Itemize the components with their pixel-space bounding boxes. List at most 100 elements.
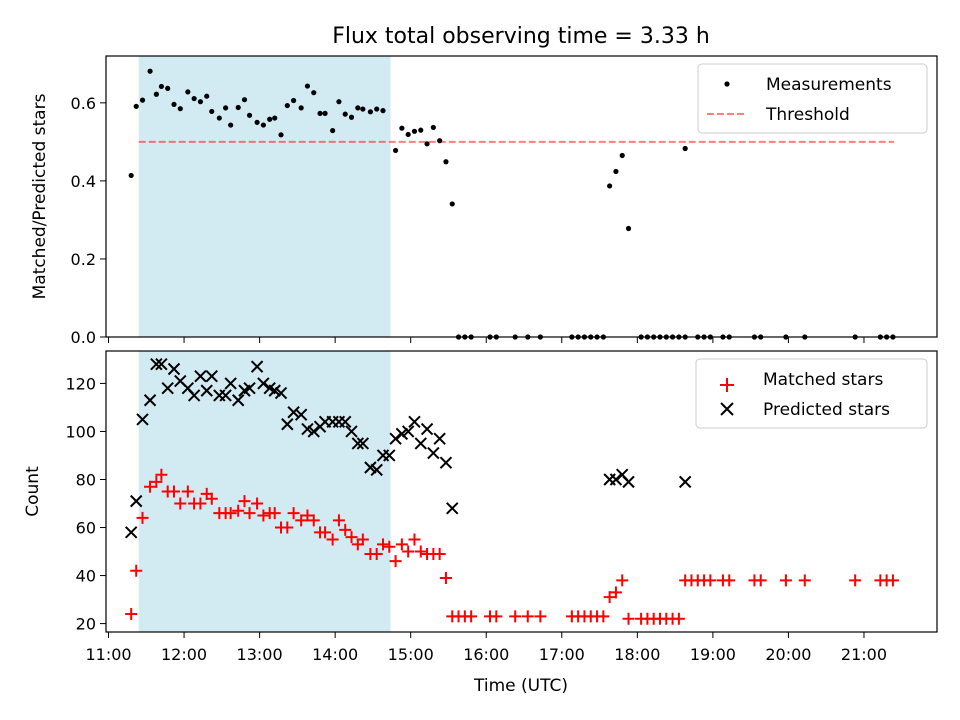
matched-star-point <box>307 514 320 527</box>
predicted-star-point <box>124 526 138 539</box>
measurement-point <box>128 172 134 179</box>
measurement-point <box>613 168 619 175</box>
legend-marker-matched <box>720 378 734 392</box>
measurement-point <box>437 138 443 144</box>
bottom-x-axis-label: Time (UTC) <box>473 676 568 696</box>
matched-star-point <box>167 485 180 498</box>
measurement-point <box>267 116 273 122</box>
matched-star-point <box>194 497 207 510</box>
measurement-point <box>133 103 139 109</box>
measurement-point <box>147 68 153 74</box>
predicted-star-point <box>439 456 453 469</box>
measurement-point <box>177 106 183 112</box>
predicted-star-point <box>150 358 163 371</box>
predicted-star-point <box>224 377 237 390</box>
bottom-y-tick-label: 80 <box>76 470 96 489</box>
top-y-tick-label: 0.6 <box>71 94 96 113</box>
matched-star-point <box>301 509 314 522</box>
bottom-x-tick-label: 18:00 <box>614 645 660 664</box>
measurement-point <box>216 115 222 121</box>
measurement-point <box>260 122 266 128</box>
predicted-star-point <box>678 475 692 489</box>
measurement-point <box>607 183 613 189</box>
predicted-star-point <box>383 449 396 462</box>
measurement-point <box>209 108 215 115</box>
legend-marker-predicted <box>720 402 734 416</box>
predicted-star-point <box>219 389 232 402</box>
measurement-point <box>298 105 304 111</box>
measurement-point <box>317 110 323 116</box>
predicted-star-point <box>167 362 181 376</box>
measurement-point <box>254 119 260 125</box>
predicted-star-point <box>130 494 143 508</box>
legend-label-threshold: Threshold <box>765 105 850 125</box>
matched-star-point <box>339 523 352 536</box>
matched-star-point <box>521 610 534 623</box>
measurement-point <box>374 106 380 112</box>
measurement-point <box>411 128 418 134</box>
predicted-star-point <box>294 408 308 421</box>
measurement-point <box>449 201 455 207</box>
measurement-point <box>284 102 290 109</box>
predicted-star-point <box>307 425 320 438</box>
matched-star-point <box>779 574 792 587</box>
predicted-star-point <box>274 386 288 400</box>
predicted-star-point <box>287 406 300 419</box>
measurement-point <box>278 132 284 138</box>
predicted-star-point <box>345 425 358 438</box>
matched-star-point <box>534 610 547 623</box>
chart-title: Flux total observing time = 3.33 h <box>332 24 710 49</box>
matched-star-point <box>268 507 281 520</box>
predicted-star-point <box>414 437 427 450</box>
predicted-star-point <box>446 502 459 515</box>
matched-star-point <box>251 497 264 510</box>
matched-star-point <box>377 538 389 551</box>
measurement-point <box>625 225 632 232</box>
predicted-star-point <box>257 377 270 390</box>
measurement-point <box>235 104 241 111</box>
predicted-star-point <box>433 432 446 445</box>
predicted-star-point <box>351 437 365 450</box>
bottom-legend-box <box>695 358 928 429</box>
top-legend-box <box>697 63 928 134</box>
predicted-star-point <box>205 370 218 383</box>
legend-label-matched: Matched stars <box>763 370 883 390</box>
bottom-x-axis: 11:00 12:00 13:00 14:00 15:00 16:00 17:00 18:00… <box>85 632 887 664</box>
measurement-point <box>204 93 210 99</box>
measurement-point <box>336 99 342 105</box>
matched-star-point <box>326 533 339 546</box>
measurement-point <box>367 109 374 115</box>
matched-star-point <box>389 555 402 568</box>
predicted-star-point <box>427 446 440 460</box>
measurement-point <box>246 112 253 118</box>
bottom-y-axis-label: Count <box>23 466 43 517</box>
bottom-axes-frame <box>105 350 938 633</box>
bottom-x-tick-label: 11:00 <box>85 645 131 664</box>
measurement-point <box>311 90 317 96</box>
top-y-axis-label: Matched/Predicted stars <box>30 93 50 299</box>
bottom-x-tick-label: 21:00 <box>841 645 887 664</box>
bottom-x-tick-label: 14:00 <box>312 645 358 664</box>
bottom-legend: Matched stars Predicted stars <box>695 358 928 429</box>
predicted-star-point <box>194 370 207 383</box>
matched-star-point <box>754 574 767 587</box>
bottom-panel: 20 40 60 80 100 120 11:00 12:00 13:00 14:00 15:00… <box>23 350 938 696</box>
matched-star-point <box>672 612 685 625</box>
bottom-shaded-interval <box>138 351 391 632</box>
top-legend: Measurements Threshold <box>697 63 928 134</box>
matched-star-point <box>609 586 622 599</box>
legend-label-measurements: Measurements <box>766 75 892 95</box>
measurement-point <box>171 101 177 107</box>
measurement-point <box>348 114 355 120</box>
bottom-y-tick-label: 120 <box>65 374 96 393</box>
measurement-point <box>424 141 430 147</box>
matched-star-point <box>402 545 415 558</box>
measurement-point <box>399 125 405 131</box>
bottom-x-tick-label: 20:00 <box>765 645 811 664</box>
legend-marker-measurements <box>724 81 730 87</box>
matched-star-point <box>704 574 717 587</box>
bottom-x-tick-label: 17:00 <box>539 645 585 664</box>
matched-star-point <box>232 504 245 517</box>
measurement-point <box>223 105 229 111</box>
top-shaded-interval <box>138 56 391 337</box>
